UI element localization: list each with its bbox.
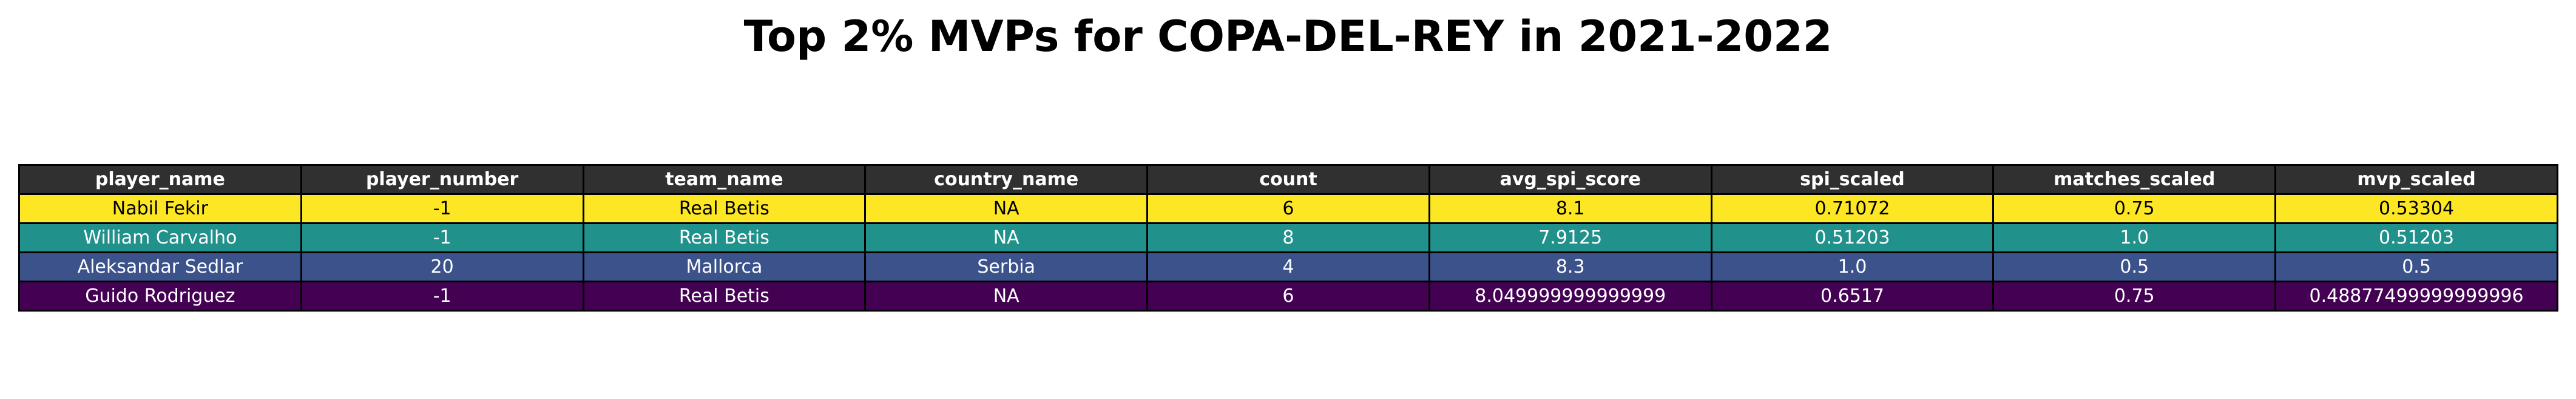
table-cell-team-name: Real Betis bbox=[582, 281, 867, 312]
table-cell-matches-scaled: 0.75 bbox=[1992, 281, 2277, 312]
table-cell-avg-spi-score: 8.049999999999999 bbox=[1428, 281, 1712, 312]
table-cell-player-number: -1 bbox=[300, 193, 584, 224]
table-row: William Carvalho -1 Real Betis NA 8 7.9125 0.5… bbox=[18, 222, 2558, 253]
column-header-matches-scaled: matches_scaled bbox=[1992, 164, 2277, 195]
table-cell-mvp-scaled: 0.5 bbox=[2274, 251, 2558, 282]
table-cell-country-name: NA bbox=[864, 281, 1149, 312]
table-cell-country-name: NA bbox=[864, 222, 1149, 253]
table-cell-team-name: Real Betis bbox=[582, 222, 867, 253]
table-cell-spi-scaled: 0.6517 bbox=[1710, 281, 1995, 312]
table-header-row: player_name player_number team_name country… bbox=[18, 164, 2558, 195]
table-row: Guido Rodriguez -1 Real Betis NA 6 8.04999999… bbox=[18, 281, 2558, 312]
table-cell-spi-scaled: 1.0 bbox=[1710, 251, 1995, 282]
table-cell-country-name: Serbia bbox=[864, 251, 1149, 282]
chart-title: Top 2% MVPs for COPA-DEL-REY in 2021-202… bbox=[743, 12, 1833, 61]
column-header-avg-spi-score: avg_spi_score bbox=[1428, 164, 1712, 195]
table-cell-player-number: -1 bbox=[300, 281, 584, 312]
table-cell-mvp-scaled: 0.51203 bbox=[2274, 222, 2558, 253]
table-cell-spi-scaled: 0.51203 bbox=[1710, 222, 1995, 253]
table-row: Nabil Fekir -1 Real Betis NA 6 8.1 0.71072 0.75… bbox=[18, 193, 2558, 224]
table-cell-count: 6 bbox=[1146, 281, 1430, 312]
table-cell-mvp-scaled: 0.53304 bbox=[2274, 193, 2558, 224]
table-cell-player-name: Aleksandar Sedlar bbox=[18, 251, 302, 282]
table-cell-team-name: Real Betis bbox=[582, 193, 867, 224]
table-cell-player-number: 20 bbox=[300, 251, 584, 282]
column-header-count: count bbox=[1146, 164, 1430, 195]
table-body: Nabil Fekir -1 Real Betis NA 6 8.1 0.71072 0.75… bbox=[18, 193, 2558, 312]
table-cell-matches-scaled: 0.75 bbox=[1992, 193, 2277, 224]
table-cell-count: 4 bbox=[1146, 251, 1430, 282]
table-row: Aleksandar Sedlar 20 Mallorca Serbia 4 8.3 1.0… bbox=[18, 251, 2558, 282]
table-cell-avg-spi-score: 7.9125 bbox=[1428, 222, 1712, 253]
table-cell-player-name: Nabil Fekir bbox=[18, 193, 302, 224]
column-header-spi-scaled: spi_scaled bbox=[1710, 164, 1995, 195]
table-cell-avg-spi-score: 8.1 bbox=[1428, 193, 1712, 224]
table-cell-spi-scaled: 0.71072 bbox=[1710, 193, 1995, 224]
table-cell-player-name: William Carvalho bbox=[18, 222, 302, 253]
column-header-player-number: player_number bbox=[300, 164, 584, 195]
table-cell-count: 8 bbox=[1146, 222, 1430, 253]
column-header-player-name: player_name bbox=[18, 164, 302, 195]
table-cell-matches-scaled: 1.0 bbox=[1992, 222, 2277, 253]
table-cell-matches-scaled: 0.5 bbox=[1992, 251, 2277, 282]
table-cell-mvp-scaled: 0.48877499999999996 bbox=[2274, 281, 2558, 312]
column-header-country-name: country_name bbox=[864, 164, 1149, 195]
table-cell-player-name: Guido Rodriguez bbox=[18, 281, 302, 312]
table-cell-avg-spi-score: 8.3 bbox=[1428, 251, 1712, 282]
mvp-table: player_name player_number team_name country… bbox=[18, 164, 2558, 312]
table-cell-player-number: -1 bbox=[300, 222, 584, 253]
table-cell-team-name: Mallorca bbox=[582, 251, 867, 282]
table-cell-country-name: NA bbox=[864, 193, 1149, 224]
column-header-mvp-scaled: mvp_scaled bbox=[2274, 164, 2558, 195]
column-header-team-name: team_name bbox=[582, 164, 867, 195]
table-cell-count: 6 bbox=[1146, 193, 1430, 224]
